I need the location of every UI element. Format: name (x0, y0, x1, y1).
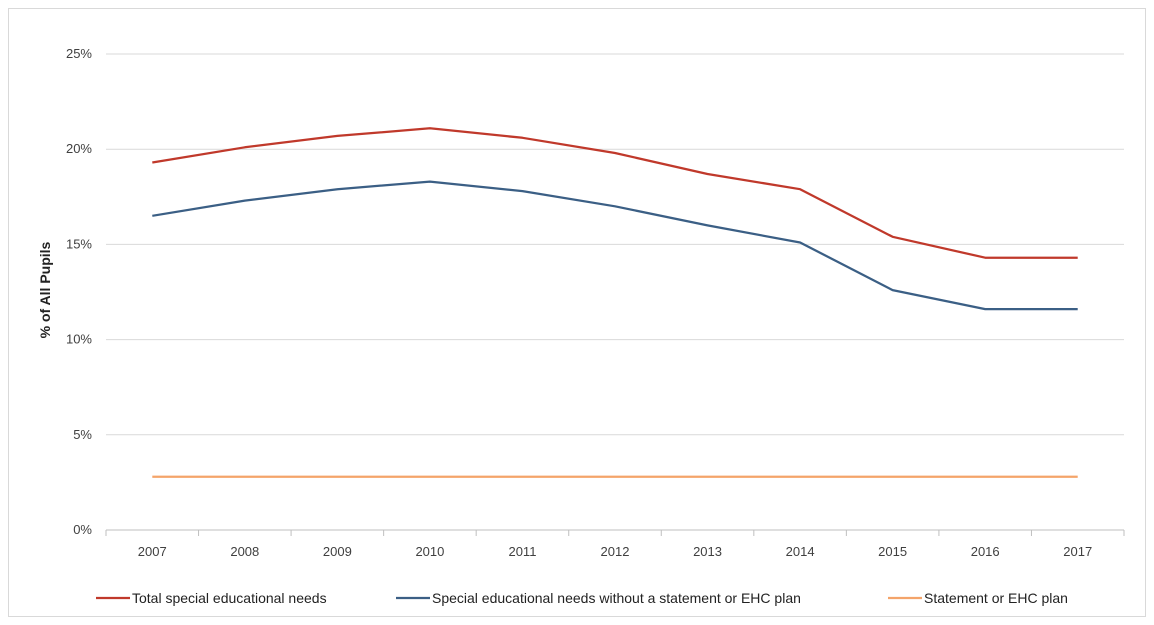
gridlines (106, 53, 1124, 436)
x-tick-label: 2009 (323, 544, 352, 559)
chart-frame (8, 8, 1146, 617)
y-tick-label: 10% (66, 332, 92, 347)
x-tick-label: 2016 (971, 544, 1000, 559)
y-tick-label: 5% (73, 427, 92, 442)
y-tick-label: 0% (73, 522, 92, 537)
x-tick-label: 2014 (786, 544, 815, 559)
legend: Total special educational needs Special e… (96, 590, 1068, 606)
y-tick-label: 20% (66, 141, 92, 156)
legend-label-3: Statement or EHC plan (924, 590, 1068, 606)
x-tick-label: 2010 (415, 544, 444, 559)
x-tick-label: 2013 (693, 544, 722, 559)
x-tick-label: 2012 (601, 544, 630, 559)
series-line-1 (152, 127, 1078, 259)
x-tick-label: 2007 (138, 544, 167, 559)
y-tick-label: 25% (66, 46, 92, 61)
x-tick-label: 2017 (1063, 544, 1092, 559)
legend-label-2: Special educational needs without a stat… (432, 590, 801, 606)
legend-label-1: Total special educational needs (132, 590, 327, 606)
y-axis-ticks: 0% 5% 10% 15% 20% 25% (66, 46, 92, 537)
x-axis-ticks: 2007 2008 2009 2010 2011 2012 2013 2014 2015 2016… (105, 530, 1125, 559)
series-line-2 (152, 180, 1078, 311)
series-lines (152, 127, 1078, 478)
y-tick-label: 15% (66, 236, 92, 251)
y-axis-label: % of All Pupils (37, 241, 53, 338)
x-tick-label: 2015 (878, 544, 907, 559)
x-tick-label: 2011 (508, 544, 536, 559)
x-tick-label: 2008 (230, 544, 259, 559)
